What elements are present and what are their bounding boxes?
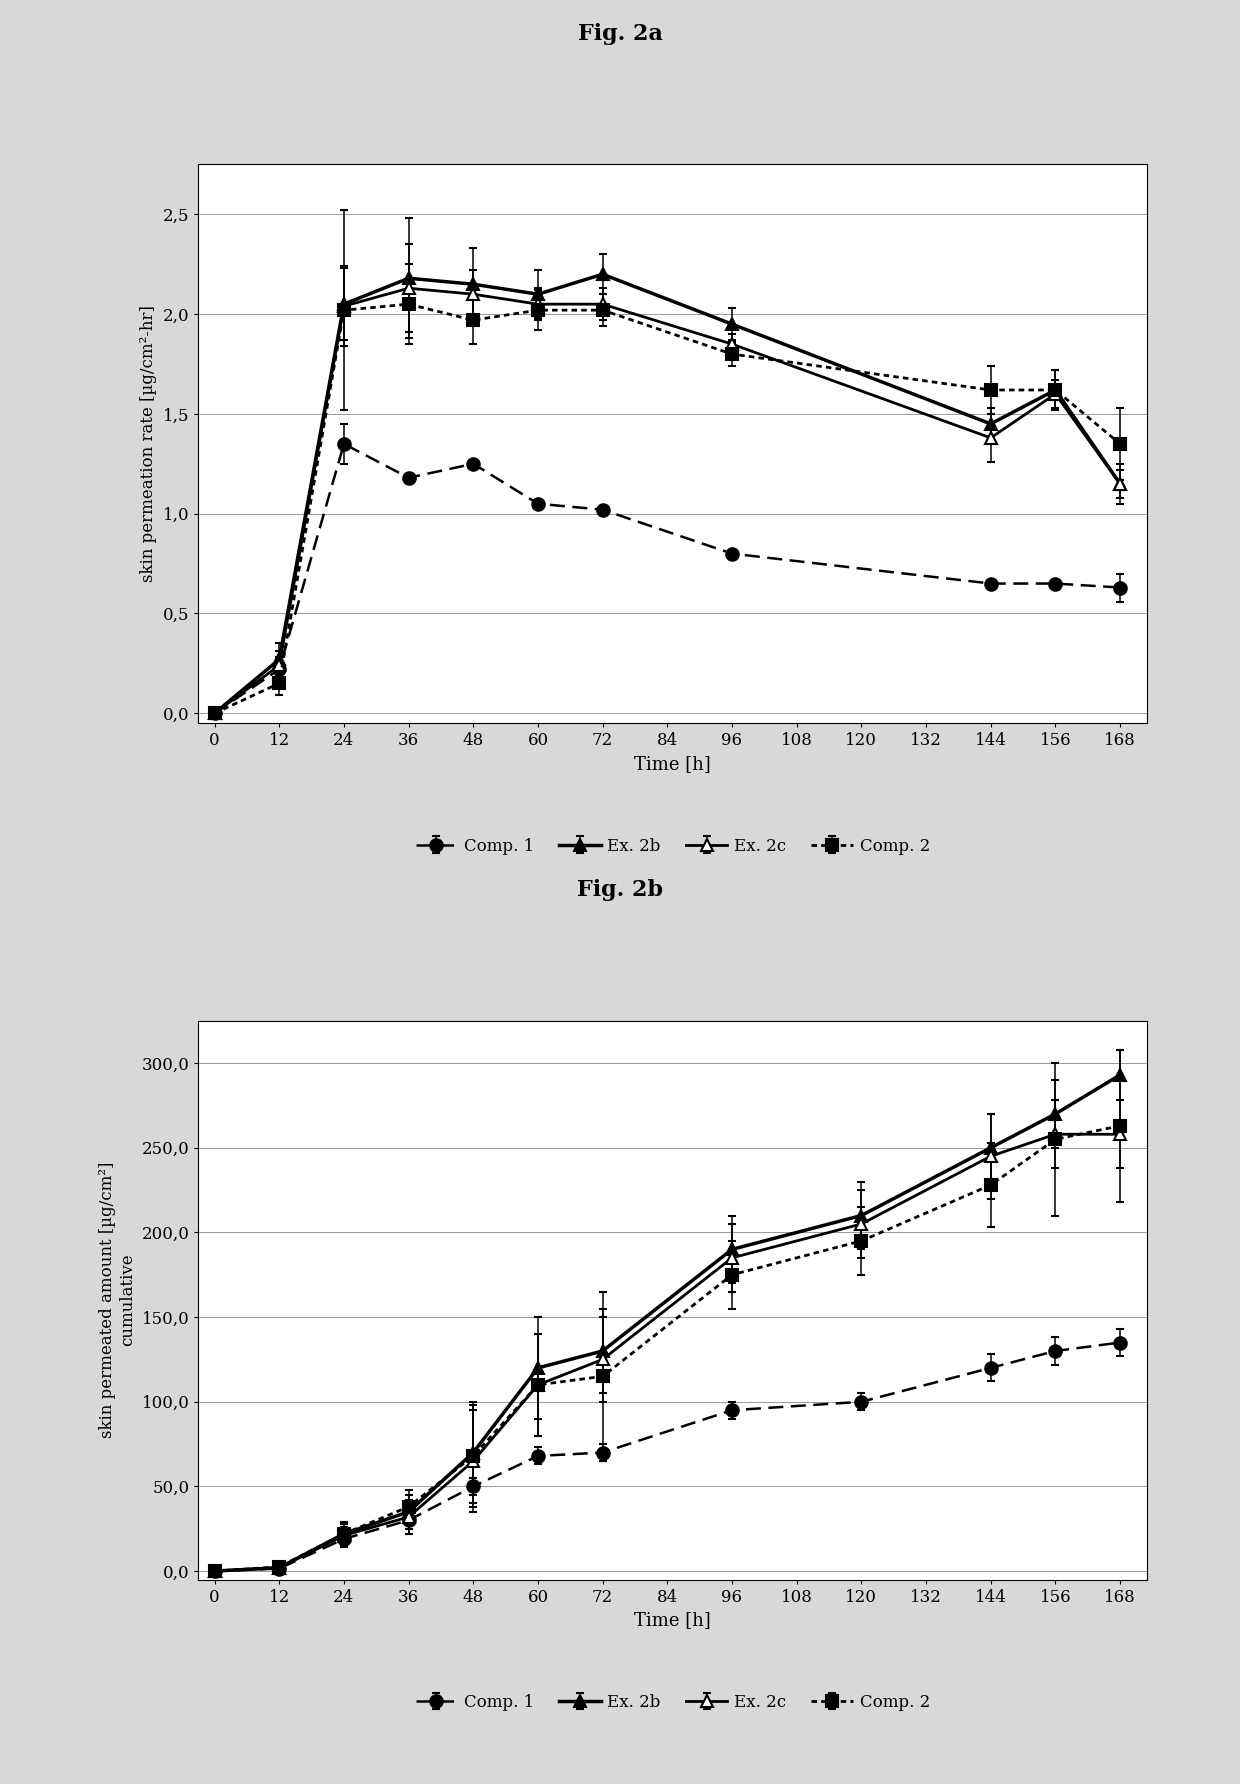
Text: Fig. 2a: Fig. 2a xyxy=(578,23,662,45)
Legend: Comp. 1, Ex. 2b, Ex. 2c, Comp. 2: Comp. 1, Ex. 2b, Ex. 2c, Comp. 2 xyxy=(415,837,930,855)
Y-axis label: skin permeated amount [µg/cm²]
cumulative: skin permeated amount [µg/cm²] cumulativ… xyxy=(99,1161,136,1438)
Text: Fig. 2b: Fig. 2b xyxy=(577,880,663,901)
Y-axis label: skin permeation rate [µg/cm²-hr]: skin permeation rate [µg/cm²-hr] xyxy=(140,305,157,582)
Legend: Comp. 1, Ex. 2b, Ex. 2c, Comp. 2: Comp. 1, Ex. 2b, Ex. 2c, Comp. 2 xyxy=(415,1693,930,1711)
X-axis label: Time [h]: Time [h] xyxy=(635,755,711,772)
X-axis label: Time [h]: Time [h] xyxy=(635,1611,711,1629)
